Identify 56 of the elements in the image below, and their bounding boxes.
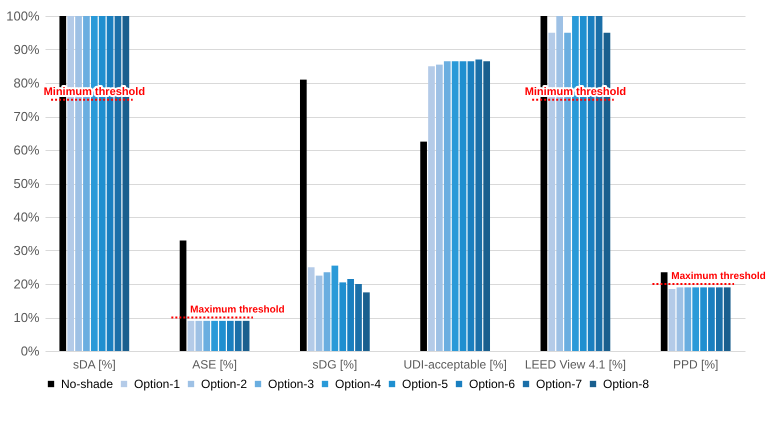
bar [316, 276, 322, 351]
bar [203, 320, 210, 351]
legend-label: Option-3 [268, 377, 314, 391]
legend-label: Option-2 [201, 377, 248, 391]
y-tick-label: 50% [13, 176, 40, 191]
y-tick-label: 20% [13, 276, 40, 292]
annotation: Maximum threshold [190, 304, 285, 316]
legend-label: Option-5 [402, 377, 448, 391]
bar [300, 80, 307, 351]
bar [708, 287, 715, 351]
bar [308, 267, 315, 351]
bar [234, 320, 242, 351]
bar [668, 289, 676, 351]
legend-label: No-shade [61, 377, 114, 391]
bar [420, 142, 427, 351]
legend-label: Option-4 [335, 377, 382, 391]
y-tick-label: 0% [20, 344, 40, 358]
bar [684, 287, 692, 351]
bar [324, 272, 330, 351]
y-tick-label: 80% [13, 76, 40, 90]
x-tick-label: ASE [%] [192, 358, 237, 372]
bar [242, 320, 250, 351]
bar [444, 61, 451, 351]
x-tick-label: UDI-acceptable [%] [403, 358, 507, 372]
bar [347, 278, 354, 351]
bar [724, 287, 731, 351]
bar [363, 292, 370, 351]
y-tick-label: 100% [6, 8, 40, 24]
bar [483, 61, 490, 351]
x-tick-label: sDG [%] [312, 358, 358, 372]
bar [428, 66, 435, 351]
y-tick-label: 70% [13, 109, 40, 124]
bar [180, 240, 186, 351]
bar [676, 287, 684, 351]
bar [468, 61, 474, 351]
y-tick-label: 10% [13, 310, 40, 325]
bar [227, 320, 234, 351]
legend-label: Option-8 [603, 377, 650, 391]
legend-label: Option-6 [469, 377, 516, 391]
bar [355, 284, 362, 351]
y-tick-label: 40% [13, 210, 40, 224]
annotation: Maximum threshold [671, 271, 766, 282]
bar [475, 60, 482, 351]
x-tick-label: sDA [%] [72, 358, 116, 372]
bar [716, 287, 723, 351]
bar [195, 320, 202, 351]
bar [188, 320, 194, 351]
legend-label: Option-7 [536, 377, 582, 391]
bar [660, 272, 668, 351]
x-tick-label: PPD [%] [673, 358, 718, 372]
bar [436, 64, 443, 351]
y-tick-label: 30% [13, 243, 40, 258]
y-tick-label: 60% [13, 142, 40, 158]
y-tick-label: 90% [13, 42, 40, 57]
x-tick-label: LEED View 4.1 [%] [524, 358, 626, 372]
legend-label: Option-1 [134, 377, 180, 391]
